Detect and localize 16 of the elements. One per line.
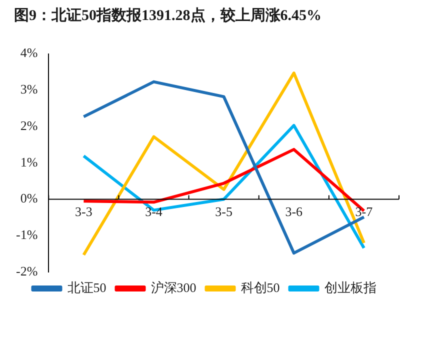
legend-label: 沪深300 — [150, 280, 196, 295]
y-tick-label: -1% — [16, 227, 38, 242]
chart-title: 图9：北证50指数报1391.28点，较上周涨6.45% — [14, 6, 322, 25]
legend-label: 创业板指 — [324, 280, 376, 295]
x-tick-label: 3-7 — [355, 204, 374, 220]
y-tick-label: -2% — [16, 263, 38, 278]
y-tick-label: 0% — [20, 190, 38, 206]
y-tick-label: 1% — [20, 154, 38, 170]
legend-label: 北证50 — [67, 280, 106, 295]
y-tick-label: 3% — [20, 82, 38, 97]
x-tick-label: 3-3 — [75, 204, 92, 220]
legend-label: 科创50 — [240, 280, 280, 295]
y-tick-label: 2% — [20, 118, 38, 133]
x-tick-label: 3-6 — [285, 204, 304, 220]
y-tick-label: 4% — [20, 45, 38, 60]
x-tick-label: 3-5 — [215, 204, 232, 220]
